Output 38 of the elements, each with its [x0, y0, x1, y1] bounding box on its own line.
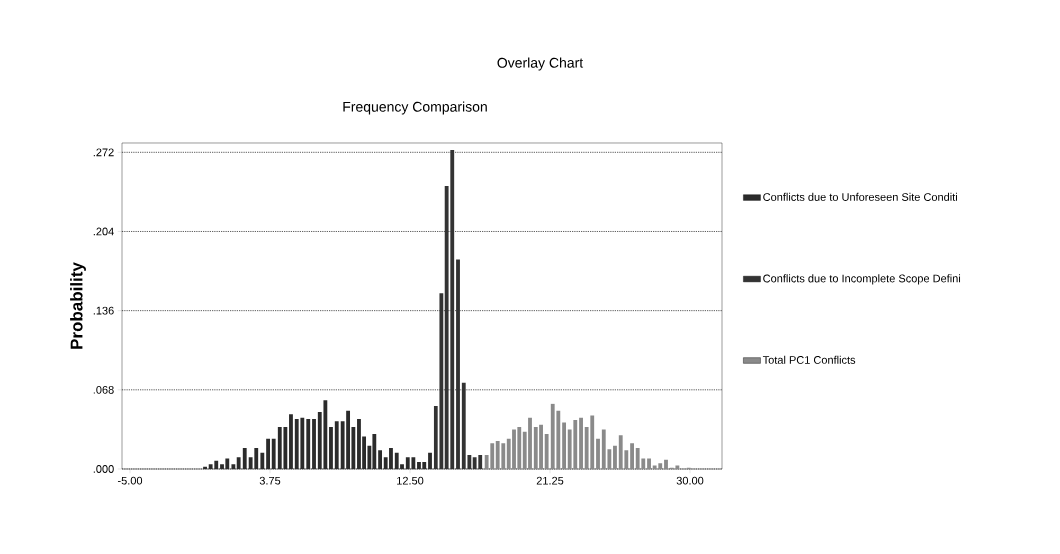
x-tick-label: 21.25 [536, 476, 564, 485]
bar [231, 464, 236, 469]
bar [242, 448, 247, 469]
y-tick-label: .136 [93, 306, 114, 315]
bar [613, 445, 617, 469]
bar [630, 443, 635, 469]
bar [596, 438, 600, 469]
bar [329, 427, 333, 469]
bar [236, 457, 241, 469]
bar [306, 418, 311, 469]
legend-label: Conflicts due to Incomplete Scope Defini [763, 274, 961, 285]
bar [378, 450, 383, 469]
bar [456, 259, 460, 469]
bar [289, 414, 293, 469]
x-tick-label: 12.50 [397, 476, 424, 485]
bar [312, 418, 316, 469]
x-tick-label: 30.00 [676, 476, 704, 485]
bar [334, 421, 339, 469]
y-tick-label: .000 [93, 465, 114, 473]
legend-label: Conflicts due to Unforeseen Site Conditi [763, 192, 957, 201]
chart-title: Overlay Chart [497, 57, 584, 71]
legend-label: Total PC1 Conflicts [762, 355, 856, 364]
bar [579, 417, 583, 469]
x-tick-label: 3.75 [259, 476, 281, 485]
y-tick-label: .272 [93, 148, 114, 157]
bar [266, 438, 271, 469]
bar [562, 422, 567, 469]
bar [664, 459, 668, 469]
y-axis-title: Probability [70, 262, 86, 349]
x-tick-label: -5.00 [117, 476, 143, 485]
y-tick-label: .068 [93, 385, 114, 394]
bar [544, 434, 549, 469]
y-tick-label: .204 [93, 227, 114, 236]
bar [647, 458, 651, 469]
chart-subtitle: Frequency Comparison [343, 101, 487, 115]
bar [428, 452, 432, 469]
bar [260, 452, 265, 469]
bar [271, 438, 276, 469]
